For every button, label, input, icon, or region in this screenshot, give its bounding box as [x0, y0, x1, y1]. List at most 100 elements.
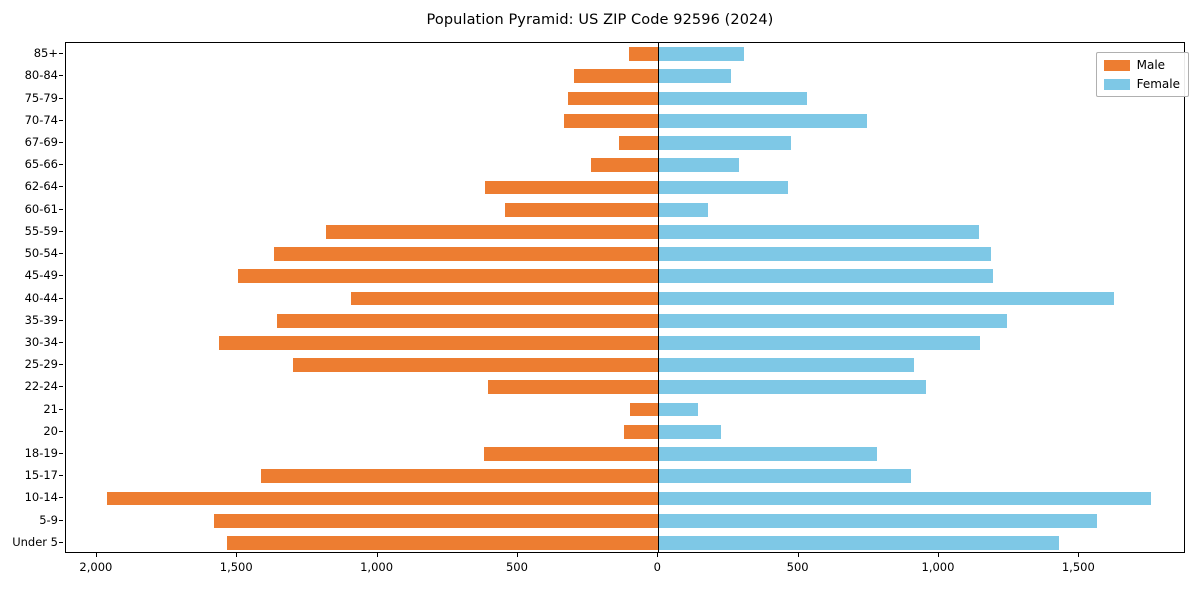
- bar-female[interactable]: [658, 224, 979, 239]
- x-axis-tick: [516, 553, 518, 557]
- x-axis-tick: [1078, 553, 1080, 557]
- bar-male[interactable]: [574, 69, 659, 84]
- bar-female[interactable]: [658, 402, 699, 417]
- chart-legend[interactable]: Male Female: [1095, 52, 1189, 97]
- bar-female[interactable]: [658, 447, 878, 461]
- bar-male[interactable]: [214, 513, 659, 528]
- y-axis-tick: [59, 453, 63, 455]
- bar-male[interactable]: [591, 158, 659, 173]
- bar-female[interactable]: [658, 513, 1097, 528]
- bar-female[interactable]: [658, 180, 788, 195]
- y-axis-label: 10-14: [24, 490, 58, 505]
- bar-row: [66, 180, 1184, 195]
- y-axis-tick: [59, 119, 63, 121]
- bar-female[interactable]: [658, 269, 994, 284]
- bar-male[interactable]: [563, 113, 659, 128]
- bar-female[interactable]: [658, 358, 915, 373]
- y-axis-label: 80-84: [24, 68, 58, 83]
- bar-male[interactable]: [238, 269, 659, 284]
- bar-female[interactable]: [658, 313, 1008, 328]
- bar-male[interactable]: [487, 380, 659, 395]
- bar-male[interactable]: [484, 180, 659, 195]
- bar-female[interactable]: [658, 158, 740, 173]
- bar-male[interactable]: [106, 491, 659, 506]
- bar-female[interactable]: [658, 202, 708, 217]
- y-axis-tick: [59, 97, 63, 99]
- y-axis-label: 20: [43, 423, 58, 438]
- y-axis-label: 67-69: [24, 134, 58, 149]
- y-axis-label: 70-74: [24, 112, 58, 127]
- bar-male[interactable]: [628, 47, 659, 61]
- bar-male[interactable]: [226, 536, 659, 550]
- y-axis-tick: [59, 53, 63, 55]
- bar-male[interactable]: [505, 202, 659, 217]
- bar-female[interactable]: [658, 424, 721, 439]
- y-axis-label: 25-29: [24, 357, 58, 372]
- x-axis-label: 500: [786, 560, 809, 574]
- bar-male[interactable]: [274, 247, 659, 261]
- bar-row: [66, 513, 1184, 528]
- x-axis-tick: [797, 553, 799, 557]
- y-axis-tick: [59, 541, 63, 543]
- y-axis-label: 75-79: [24, 90, 58, 105]
- x-axis-label: 0: [653, 560, 661, 574]
- bar-male[interactable]: [218, 336, 659, 350]
- legend-swatch-icon: [1103, 78, 1130, 90]
- legend-item-female[interactable]: Female: [1103, 77, 1180, 91]
- y-axis-tick: [59, 364, 63, 366]
- bar-male[interactable]: [567, 91, 659, 106]
- legend-swatch-icon: [1103, 59, 1130, 71]
- bar-male[interactable]: [351, 291, 659, 306]
- bar-row: [66, 69, 1184, 84]
- zero-axis-line: [658, 43, 660, 552]
- bar-female[interactable]: [658, 491, 1152, 506]
- y-axis-tick: [59, 430, 63, 432]
- bar-female[interactable]: [658, 47, 744, 61]
- y-axis-tick: [59, 75, 63, 77]
- y-axis-labels: 85+ 80-84 75-79 70-74 67-69 65-66 62-64 60-61 55…: [0, 42, 58, 553]
- bar-row: [66, 269, 1184, 284]
- bar-female[interactable]: [658, 136, 791, 150]
- bar-row: [66, 313, 1184, 328]
- bar-female[interactable]: [658, 336, 980, 350]
- y-axis-tick: [59, 386, 63, 388]
- y-axis-label: 18-19: [24, 446, 58, 461]
- y-axis-label: 30-34: [24, 334, 58, 349]
- bar-female[interactable]: [658, 113, 867, 128]
- x-axis-tick: [95, 553, 97, 557]
- bar-row: [66, 447, 1184, 461]
- y-axis-tick: [59, 519, 63, 521]
- y-axis-label: 45-49: [24, 268, 58, 283]
- x-axis-tick: [937, 553, 939, 557]
- bar-male[interactable]: [630, 402, 659, 417]
- bar-female[interactable]: [658, 536, 1059, 550]
- bar-male[interactable]: [292, 358, 659, 373]
- bar-male[interactable]: [260, 469, 659, 484]
- x-axis-label: 1,500: [1061, 560, 1095, 574]
- bar-row: [66, 91, 1184, 106]
- legend-item-male[interactable]: Male: [1103, 58, 1180, 72]
- bar-row: [66, 47, 1184, 61]
- bar-female[interactable]: [658, 291, 1115, 306]
- bar-male[interactable]: [624, 424, 659, 439]
- bar-male[interactable]: [326, 224, 659, 239]
- bar-male[interactable]: [483, 447, 659, 461]
- y-axis-label: 85+: [33, 46, 58, 61]
- y-axis-label: 50-54: [24, 246, 58, 261]
- y-axis-tick: [59, 186, 63, 188]
- x-axis-label: 500: [505, 560, 528, 574]
- x-axis-label: 1,500: [219, 560, 253, 574]
- y-axis-label: 5-9: [39, 512, 58, 527]
- legend-label: Male: [1136, 58, 1166, 72]
- bar-female[interactable]: [658, 69, 732, 84]
- bar-male[interactable]: [619, 136, 659, 150]
- bar-female[interactable]: [658, 247, 991, 261]
- bar-female[interactable]: [658, 380, 926, 395]
- bar-female[interactable]: [658, 469, 911, 484]
- bar-male[interactable]: [277, 313, 659, 328]
- bar-row: [66, 380, 1184, 395]
- bar-row: [66, 491, 1184, 506]
- plot-area: [65, 42, 1185, 553]
- y-axis-tick: [59, 275, 63, 277]
- bar-female[interactable]: [658, 91, 808, 106]
